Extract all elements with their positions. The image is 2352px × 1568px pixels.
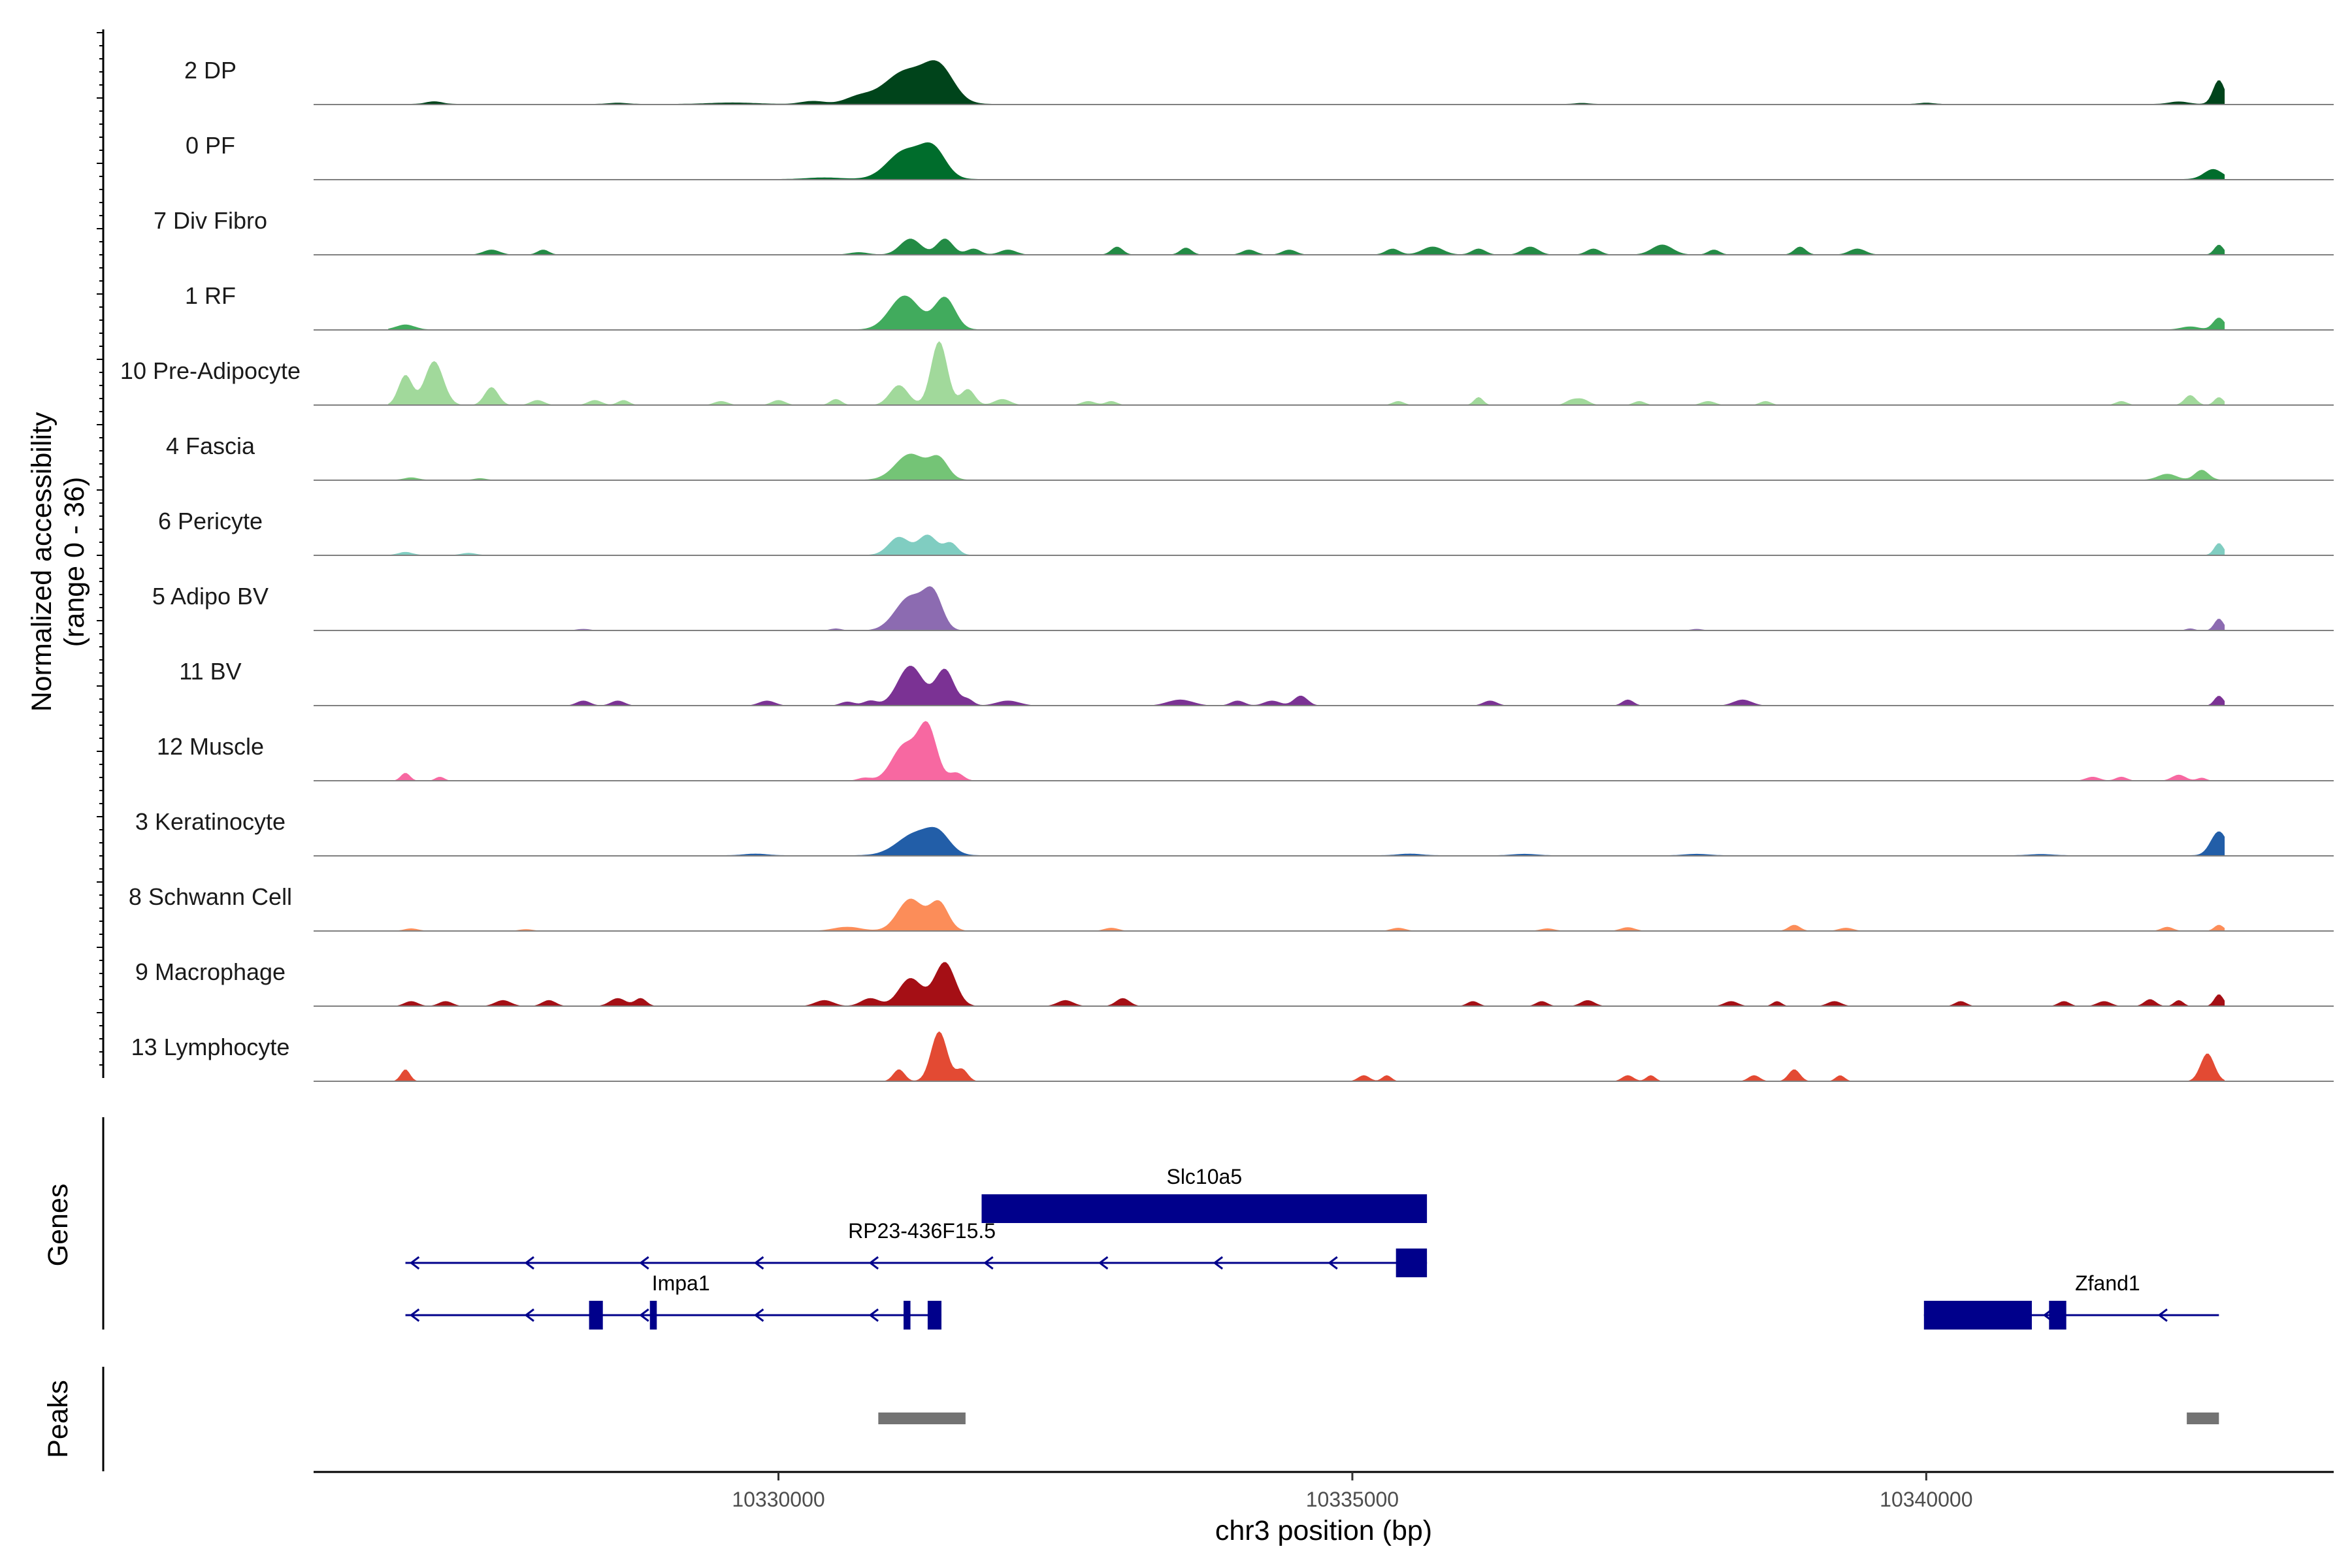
gene-zfand1: Zfand1 — [1923, 1271, 2219, 1330]
peak-region — [2187, 1413, 2219, 1424]
x-axis-title: chr3 position (bp) — [1215, 1515, 1432, 1546]
strand-arrow-icon — [1213, 1256, 1223, 1270]
track-2-dp: 2 DP — [184, 57, 2334, 105]
coverage-area-8-schwann-cell — [388, 898, 2225, 931]
track-label-10-pre-adipocyte: 10 Pre-Adipocyte — [120, 357, 301, 384]
strand-arrow-icon — [868, 1308, 879, 1322]
strand-arrow-icon — [409, 1256, 420, 1270]
coverage-area-4-fascia — [388, 453, 2225, 480]
track-label-1-rf: 1 RF — [185, 282, 236, 309]
track-label-5-adipo-bv: 5 Adipo BV — [152, 583, 269, 610]
strand-arrow-icon — [639, 1308, 649, 1322]
coverage-area-1-rf — [388, 295, 2225, 330]
track-8-schwann-cell: 8 Schwann Cell — [129, 883, 2334, 932]
strand-arrow-icon — [524, 1256, 534, 1270]
peaks-panel-title: Peaks — [42, 1380, 74, 1458]
strand-arrow-icon — [753, 1256, 764, 1270]
track-5-adipo-bv: 5 Adipo BV — [152, 583, 2334, 631]
genes-panel-title: Genes — [42, 1184, 74, 1267]
track-9-macrophage: 9 Macrophage — [135, 958, 2334, 1007]
track-3-keratinocyte: 3 Keratinocyte — [135, 808, 2334, 857]
gene-label-rp23-436f15-5: RP23-436F15.5 — [848, 1219, 996, 1243]
track-label-2-dp: 2 DP — [184, 57, 237, 84]
gene-slc10a5: Slc10a5 — [981, 1165, 1428, 1223]
gene-label-zfand1: Zfand1 — [2075, 1271, 2140, 1295]
track-label-7-div-fibro: 7 Div Fibro — [154, 207, 267, 234]
gene-exon — [2049, 1301, 2066, 1330]
coverage-area-12-muscle — [388, 721, 2225, 781]
strand-arrow-icon — [639, 1256, 649, 1270]
coverage-y-axis-title: Normalized accessibility — [26, 412, 57, 711]
coverage-y-axis-range: (range 0 - 36) — [59, 477, 90, 647]
track-0-pf: 0 PF — [186, 132, 2334, 180]
track-label-12-muscle: 12 Muscle — [157, 733, 264, 760]
strand-arrow-icon — [409, 1308, 420, 1322]
coverage-area-10-pre-adipocyte — [388, 341, 2225, 405]
strand-arrow-icon — [753, 1308, 764, 1322]
track-label-3-keratinocyte: 3 Keratinocyte — [135, 808, 286, 835]
x-axis-ticks: 10330000 10335000 10340000 — [732, 1472, 1973, 1511]
coverage-area-11-bv — [388, 666, 2225, 706]
track-13-lymphocyte: 13 Lymphocyte — [131, 1031, 2334, 1082]
track-7-div-fibro: 7 Div Fibro — [154, 207, 2334, 255]
peak-region — [878, 1413, 966, 1424]
coverage-area-3-keratinocyte — [388, 826, 2225, 856]
track-label-8-schwann-cell: 8 Schwann Cell — [129, 883, 292, 910]
gene-annotations: Slc10a5 RP23-436F15.5 Impa1 Zfand1 — [405, 1165, 2219, 1330]
gene-exon — [904, 1301, 911, 1330]
track-12-muscle: 12 Muscle — [157, 721, 2334, 781]
gene-exon — [981, 1194, 1428, 1223]
strand-arrow-icon — [1098, 1256, 1109, 1270]
gene-exon — [1396, 1249, 1428, 1277]
coverage-area-6-pericyte — [388, 534, 2225, 555]
coverage-area-2-dp — [388, 60, 2225, 105]
track-label-11-bv: 11 BV — [179, 658, 241, 685]
track-label-9-macrophage: 9 Macrophage — [135, 958, 286, 985]
track-1-rf: 1 RF — [185, 282, 2334, 331]
track-4-fascia: 4 Fascia — [166, 433, 2334, 481]
track-11-bv: 11 BV — [179, 658, 2334, 706]
strand-arrow-icon — [524, 1308, 534, 1322]
gene-exon — [1923, 1301, 2032, 1330]
gene-rp23-436f15-5: RP23-436F15.5 — [405, 1219, 1428, 1277]
track-label-0-pf: 0 PF — [186, 132, 235, 159]
gene-label-slc10a5: Slc10a5 — [1166, 1165, 1242, 1188]
strand-arrow-icon — [868, 1256, 879, 1270]
strand-arrow-icon — [1328, 1256, 1338, 1270]
gene-exon — [649, 1301, 657, 1330]
strand-arrow-icon — [983, 1256, 994, 1270]
peak-regions — [878, 1413, 2219, 1424]
x-tick-label: 10340000 — [1880, 1488, 1972, 1511]
coverage-y-axis-ticks — [97, 32, 103, 1066]
coverage-tracks: 2 DP 0 PF 7 Div Fibro 1 RF 10 Pre-Adipocyte 4… — [120, 57, 2334, 1082]
coverage-area-0-pf — [388, 142, 2225, 180]
strand-arrow-icon — [2157, 1308, 2168, 1322]
track-label-4-fascia: 4 Fascia — [166, 433, 255, 459]
track-label-13-lymphocyte: 13 Lymphocyte — [131, 1034, 290, 1060]
x-tick-label: 10335000 — [1306, 1488, 1399, 1511]
gene-label-impa1: Impa1 — [652, 1271, 710, 1295]
track-10-pre-adipocyte: 10 Pre-Adipocyte — [120, 341, 2334, 406]
track-6-pericyte: 6 Pericyte — [158, 508, 2334, 556]
coverage-area-5-adipo-bv — [388, 586, 2225, 630]
coverage-area-9-macrophage — [388, 962, 2225, 1006]
coverage-area-7-div-fibro — [388, 238, 2225, 255]
coverage-area-13-lymphocyte — [388, 1031, 2225, 1081]
x-tick-label: 10330000 — [732, 1488, 825, 1511]
gene-impa1: Impa1 — [405, 1271, 941, 1330]
gene-exon — [589, 1301, 603, 1330]
gene-exon — [927, 1301, 941, 1330]
track-label-6-pericyte: 6 Pericyte — [158, 508, 263, 534]
